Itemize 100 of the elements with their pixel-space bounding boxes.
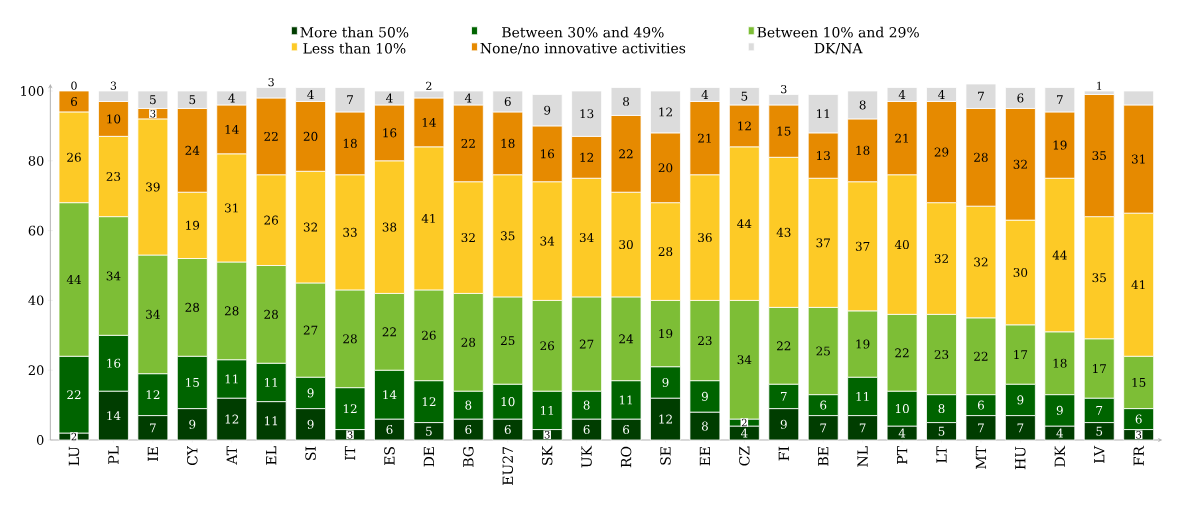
data-label: 18 <box>501 138 515 148</box>
x-tick-label: BE <box>818 447 829 466</box>
data-label: 10 <box>501 397 515 407</box>
data-label: 4 <box>307 90 314 99</box>
data-label: 12 <box>422 397 436 407</box>
x-tick-label: IE <box>147 447 158 461</box>
data-label: 0 <box>71 81 77 90</box>
data-label: 9 <box>307 419 314 429</box>
data-label: 28 <box>658 247 673 257</box>
data-label: 18 <box>343 138 357 148</box>
data-label: 7 <box>1017 423 1024 433</box>
data-label: 15 <box>1132 377 1146 387</box>
data-label: 35 <box>501 231 515 241</box>
data-label: 32 <box>303 222 318 232</box>
y-tick-label: 40 <box>28 295 44 306</box>
data-label: 28 <box>264 309 278 319</box>
data-label: 34 <box>146 309 160 319</box>
data-label: 4 <box>701 90 709 99</box>
data-label: 14 <box>383 390 397 400</box>
data-label: 30 <box>619 240 633 250</box>
data-label: 34 <box>106 271 121 281</box>
data-label: 6 <box>504 425 511 435</box>
data-label: 41 <box>421 213 435 223</box>
x-tick-label: SK <box>541 445 553 465</box>
data-label: 19 <box>856 339 870 349</box>
y-tick-label: 60 <box>28 225 44 236</box>
data-label: 36 <box>698 233 712 243</box>
x-tick-label: UK <box>581 445 592 468</box>
data-label: 23 <box>934 349 949 360</box>
data-label: 25 <box>500 336 515 346</box>
data-label: 4 <box>740 428 748 438</box>
x-tick-label: DK <box>1054 445 1065 467</box>
data-label: 7 <box>978 91 984 101</box>
x-tick-label: RO <box>620 446 632 468</box>
x-tick-label: DE <box>423 447 434 467</box>
data-label: 7 <box>780 392 787 401</box>
data-label: 26 <box>264 215 279 225</box>
data-label: 5 <box>150 95 156 105</box>
data-label: 39 <box>146 182 160 192</box>
data-label: 14 <box>107 411 121 421</box>
data-label: 16 <box>107 358 121 368</box>
data-label: 23 <box>698 336 712 346</box>
data-label: 25 <box>816 346 830 356</box>
data-label: 3 <box>268 78 274 87</box>
data-label: 34 <box>579 233 594 243</box>
x-tick-label: EL <box>266 446 277 465</box>
x-tick-label: HU <box>1015 446 1026 470</box>
data-label: 29 <box>934 147 949 157</box>
data-label: 32 <box>461 233 475 243</box>
data-label: 5 <box>189 95 196 105</box>
data-label: 4 <box>898 90 906 99</box>
data-label: 27 <box>303 325 318 335</box>
x-tick-label: LU <box>68 446 80 466</box>
data-label: 28 <box>343 334 357 344</box>
data-label: 12 <box>225 414 239 424</box>
data-label: 6 <box>977 400 984 410</box>
data-label: 22 <box>619 149 633 159</box>
data-label: 44 <box>737 219 752 229</box>
data-label: 5 <box>938 426 945 436</box>
x-tick-label: IT <box>344 446 356 461</box>
data-label: 6 <box>820 400 827 410</box>
data-label: 6 <box>504 96 511 106</box>
data-label: 3 <box>781 84 787 94</box>
data-label: 12 <box>343 404 357 414</box>
data-label: 22 <box>895 348 909 358</box>
data-label: 22 <box>461 138 475 148</box>
data-label: 7 <box>150 423 156 433</box>
data-label: 6 <box>70 96 78 106</box>
data-label: 28 <box>461 337 476 347</box>
data-label: 32 <box>934 253 948 264</box>
legend-label: Less than 10% <box>303 42 406 54</box>
x-tick-label: NL <box>857 446 868 467</box>
data-label: 44 <box>66 275 81 284</box>
data-label: 11 <box>225 374 238 384</box>
data-label: 6 <box>583 425 590 435</box>
data-label: 4 <box>464 93 472 103</box>
data-label: 15 <box>777 126 791 136</box>
data-label: 8 <box>859 100 866 110</box>
legend-label: More than 50% <box>300 26 409 38</box>
data-label: 26 <box>67 152 81 162</box>
x-tick-label: PL <box>108 446 119 464</box>
data-label: 6 <box>1135 414 1142 424</box>
data-label: 22 <box>974 351 988 361</box>
data-label: 7 <box>820 423 827 433</box>
data-label: 8 <box>701 421 708 431</box>
data-label: 41 <box>1131 280 1145 290</box>
data-label: 26 <box>540 341 555 351</box>
data-label: 5 <box>1096 426 1103 436</box>
data-label: 3 <box>544 430 550 439</box>
data-label: 8 <box>623 96 630 106</box>
data-label: 3 <box>110 81 117 90</box>
data-label: 31 <box>225 203 238 213</box>
y-tick-label: 80 <box>28 155 44 166</box>
x-tick-label: SI <box>305 446 316 460</box>
data-label: 37 <box>855 241 870 251</box>
data-label: 13 <box>817 151 830 161</box>
data-label: 7 <box>1057 95 1063 105</box>
data-label: 8 <box>938 404 945 414</box>
data-label: 9 <box>780 419 787 429</box>
data-label: 11 <box>619 395 632 405</box>
